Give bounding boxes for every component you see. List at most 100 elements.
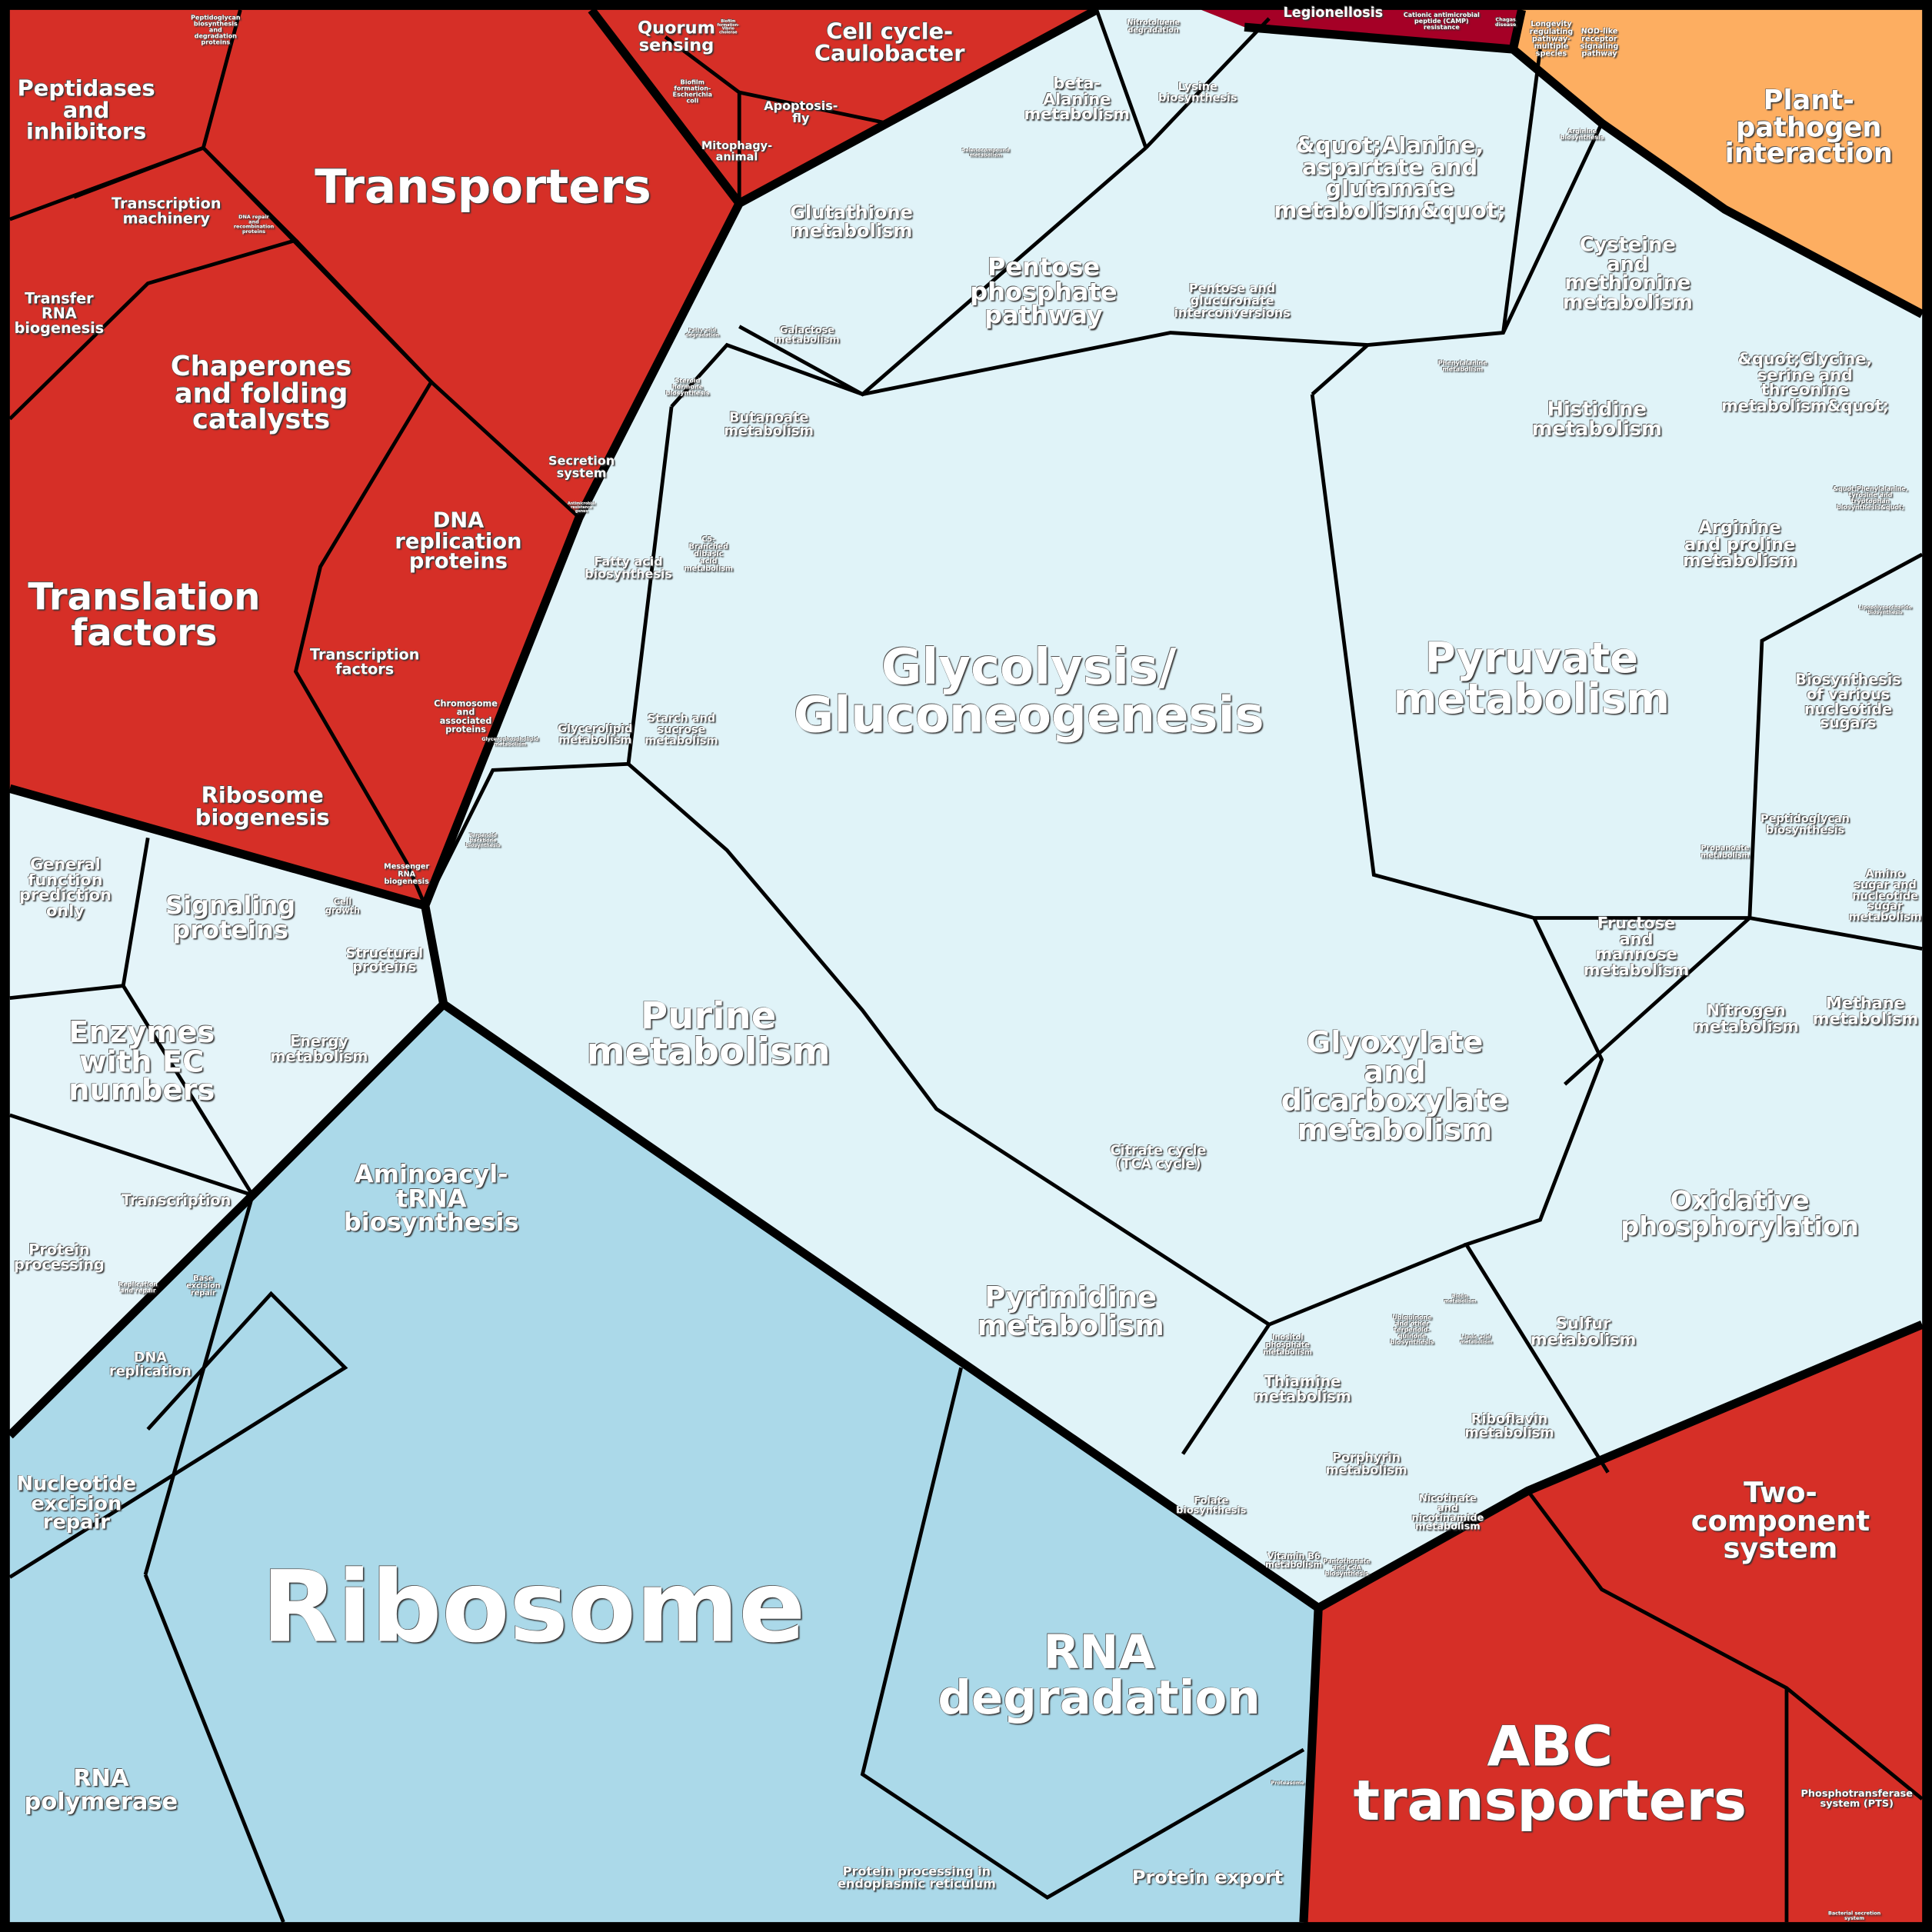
cell-label: Cysteine and methionine metabolism (1562, 232, 1693, 314)
cell-label: Ribosome biogenesis (195, 782, 330, 831)
cell-label: Biosynthesis of various nucleotide sugar… (1795, 671, 1901, 732)
region-environmental-processing (1303, 1324, 1923, 1923)
cell-label: Glycerolipid metabolism (558, 723, 633, 747)
cell-label: Aminoacyl- tRNA biosynthesis (343, 1158, 519, 1237)
cell-label: Transcription machinery (112, 195, 222, 227)
cell-label: Protein processing in endoplasmic reticu… (838, 1865, 996, 1892)
cell-label: C5- Branched dibasic acid metabolism (684, 535, 733, 573)
cell-label: Pyruvate metabolism (1393, 634, 1671, 724)
cell-label: Translation factors (28, 576, 261, 656)
cell-label: Biofilm formation- Vibrio cholerae (717, 18, 740, 35)
cell-label: DNA repair and recombination proteins (233, 213, 275, 235)
cell-label: NOD-like receptor signaling pathway (1580, 27, 1619, 58)
cell-label: Fatty acid degradation (685, 326, 720, 338)
cell-label: Nicotinate and nicotinamide metabolism (1411, 1492, 1484, 1533)
cell-label: Base excision repair (186, 1274, 221, 1297)
cell-label: Porphyrin metabolism (1325, 1451, 1407, 1477)
region-organismal-systems (1513, 9, 1923, 315)
cell-label: Peptidoglycan biosynthesis and degradati… (191, 14, 241, 46)
cell-label: Nucleotide excision repair (16, 1471, 137, 1534)
cell-label: &quot;Alanine, aspartate and glutamate m… (1274, 132, 1506, 224)
cell-label: Chromosome and associated proteins (434, 698, 498, 734)
cell-label: Sulfur metabolism (1530, 1314, 1637, 1350)
cell-label: Pantothenate and CoA biosynthesis (1323, 1558, 1371, 1578)
cell-label: Fructose and mannose metabolism (1583, 914, 1690, 981)
cell-label: Citrate cycle (TCA cycle) (1110, 1142, 1207, 1172)
cell-label: Enzymes with EC numbers (68, 1014, 215, 1108)
cell-label: beta- Alanine metabolism (1024, 75, 1130, 125)
cell-label: General function prediction only (18, 855, 112, 921)
cell-label: Selenocompound metabolism (961, 146, 1010, 158)
cell-label: Steroid hormone biosynthesis (665, 378, 710, 398)
cell-label: Peptidases and inhibitors (17, 75, 155, 145)
cell-label: Pentose phosphate pathway (970, 251, 1118, 331)
cell-label: Secretion system (548, 455, 615, 481)
cell-label: Fatty acid biosynthesis (585, 555, 672, 582)
cell-label: Folate biosynthesis (1176, 1494, 1247, 1516)
cell-label: Glycolysis/ Gluconeogenesis (793, 639, 1264, 744)
cell-label: Methane metabolism (1812, 994, 1919, 1029)
cell-label: Proteasome (1271, 1779, 1304, 1786)
cell-label: Energy metabolism (270, 1032, 368, 1065)
cell-label: Phosphotransferase system (PTS) (1800, 1787, 1914, 1809)
cell-label: &quot;Phenylalanine, tyrosine and trypto… (1832, 485, 1908, 511)
cell-label: Cationic antimicrobial peptide (CAMP) re… (1403, 12, 1480, 32)
cell-label: Starch and sucrose metabolism (645, 713, 718, 748)
cell-label: Two- component system (1690, 1477, 1870, 1566)
cell-label: Messenger RNA biogenesis (384, 862, 430, 886)
cell-label: Oxidative phosphorylation (1621, 1185, 1859, 1241)
cell-label: ABC transporters (1353, 1714, 1747, 1834)
cell-label: Plant- pathogen interaction (1724, 85, 1893, 170)
cell-label: Glycerophospholipid metabolism (481, 735, 539, 747)
group-borders (8, 8, 1924, 1924)
cell-label: Glyoxylate and dicarboxylate metabolism (1281, 1024, 1509, 1147)
cell-label: Cell growth (325, 897, 360, 916)
cell-label: Structural proteins (345, 945, 424, 975)
cell-label: Longevity regulating pathway- multiple s… (1529, 20, 1574, 58)
cell-label: Quorum sensing (638, 18, 715, 56)
cell-label: Mitophagy- animal (701, 140, 773, 165)
cell-label: Lipoic acid metabolism (1460, 1333, 1493, 1344)
cell-label: RNA degradation (938, 1624, 1261, 1725)
cell-label: Biofilm formation- Escherichia coli (672, 78, 713, 105)
cell-label: Histidine metabolism (1531, 397, 1662, 440)
cell-label: Legionellosis (1283, 4, 1384, 21)
cell-label: DNA replication proteins (395, 508, 522, 575)
region-metabolism (425, 9, 1923, 1608)
cell-label: Ubiquinone and other terpenoid- quinone … (1390, 1314, 1434, 1346)
cell-label: Purine metabolism (586, 994, 831, 1074)
cell-label: Arginine biosynthesis (1560, 128, 1604, 142)
cell-label: DNA replication (109, 1349, 192, 1379)
cell-label: Vitamin B6 metabolism (1265, 1551, 1323, 1570)
cell-label: Bacterial secretion system (1827, 1910, 1881, 1921)
cell-label: Biotin metabolism (1444, 1292, 1477, 1304)
cell-label: Cell cycle- Caulobacter (814, 18, 965, 67)
cell-label: Transcription factors (309, 645, 420, 678)
cell-label: Phenylalanine metabolism (1437, 359, 1487, 374)
region-genetic-brite (9, 9, 740, 906)
cell-label: Glutathione metabolism (790, 201, 913, 242)
cell-label: Transporters (315, 159, 651, 214)
cell-label: Nitrotoluene degradation (1127, 18, 1180, 35)
cell-label: Pyrimidine metabolism (977, 1281, 1164, 1342)
cell-label: Butanoate metabolism (724, 409, 814, 439)
cell-label: Chaperones and folding catalysts (170, 351, 352, 436)
cell-label: Amino sugar and nucleotide sugar metabol… (1848, 868, 1922, 924)
region-cellular-processes (591, 9, 1097, 204)
region-brite-function (9, 788, 444, 1436)
cell-label: Protein export (1131, 1866, 1284, 1889)
cell-label: &quot;Glycine, serine and threonine meta… (1721, 350, 1889, 417)
cell-label: Galactose metabolism (774, 324, 840, 345)
cell-label: Transfer RNA biogenesis (14, 290, 105, 337)
cell-label: Arginine and proline metabolism (1683, 518, 1797, 572)
cell-label: Lysine biosynthesis (1158, 82, 1237, 105)
cell-label: Replication and repair (118, 1281, 158, 1295)
region-genetic-information (9, 1004, 1319, 1923)
cell-label: Terpenoid backbone biosynthesis (465, 831, 501, 848)
cell-label: Peptidoglycan biosynthesis (1760, 813, 1850, 837)
cell-label: Protein processing (13, 1241, 105, 1273)
cell-label: Inositol phosphate metabolism (1263, 1333, 1312, 1357)
